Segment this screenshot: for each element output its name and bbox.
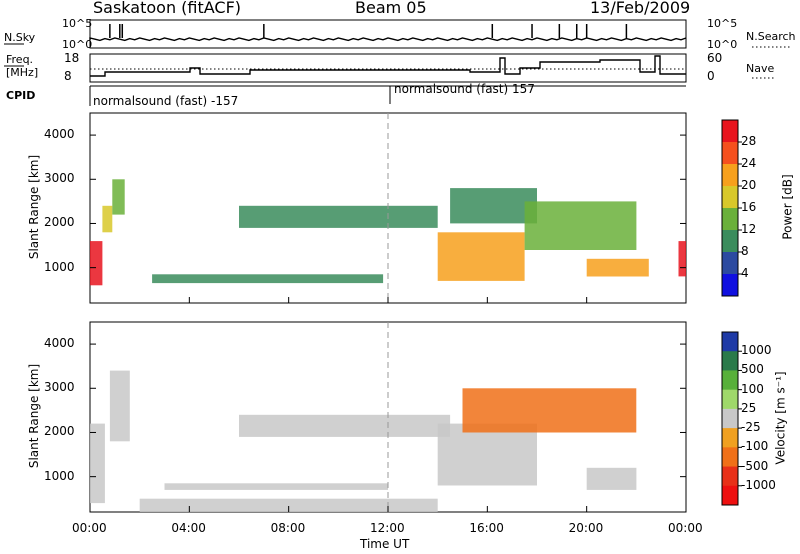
power-panel-cell-8 (586, 258, 649, 277)
freq-label: Freq. (6, 53, 34, 66)
freq-trace (90, 55, 686, 77)
velocity-colorbar-swatch-2 (722, 370, 738, 391)
power-colorbar-tick-label-6: 4 (741, 266, 749, 280)
power-colorbar-swatch-5 (722, 230, 738, 253)
noise-tick-high-right: 10^5 (707, 17, 738, 30)
power-panel-cell-0 (90, 241, 103, 286)
nave-label: Nave (746, 62, 775, 75)
power-panel-cell-6 (450, 188, 537, 224)
velocity-colorbar-swatch-5 (722, 428, 738, 448)
velocity-panel-cell-1 (109, 370, 130, 442)
power-colorbar-swatch-7 (722, 274, 738, 297)
velocity-colorbar-tick-label-4: -25 (741, 420, 761, 435)
velocity-colorbar-tick-label-2: 100 (741, 381, 764, 396)
power-colorbar-swatch-1 (722, 142, 738, 165)
velocity-colorbar-tick-label-1: 500 (741, 362, 764, 377)
power-panel-ytick-label-1: 2000 (44, 215, 75, 230)
noise-trace (89, 37, 687, 42)
velocity-panel-cell-4 (437, 423, 537, 486)
beam-title: Beam 05 (355, 0, 427, 17)
power-colorbar-tick-label-1: 24 (741, 156, 757, 170)
velocity-colorbar-tick-label-3: 25 (741, 400, 757, 415)
power-colorbar-swatch-3 (722, 186, 738, 209)
velocity-panel-ylabel: Slant Range [km] (27, 363, 42, 469)
power-panel-cell-1 (102, 205, 113, 233)
mhz-label: [MHz] (6, 66, 39, 79)
cpid-label: CPID (6, 89, 36, 102)
velocity-colorbar-swatch-3 (722, 389, 738, 410)
power-panel-ytick-label-2: 3000 (44, 171, 75, 186)
velocity-colorbar-frame (721, 331, 739, 506)
power-colorbar-tick-label-5: 8 (741, 244, 749, 258)
power-panel-cell-5 (437, 232, 525, 281)
nsky-label: N.Sky (4, 31, 36, 44)
power-colorbar-tick-label-3: 16 (741, 200, 757, 214)
xtick-label-0: 00:00 (72, 521, 107, 535)
velocity-colorbar-swatch-8 (722, 485, 738, 506)
noise-tick-low-left: 10^0 (62, 38, 93, 51)
velocity-panel-cell-2 (164, 483, 388, 490)
velocity-panel-cell-7 (139, 498, 438, 512)
velocity-colorbar-swatch-4 (722, 408, 738, 429)
x-axis-label: Time UT (360, 537, 410, 551)
xtick-label-5: 20:00 (568, 521, 604, 535)
xtick-label-1: 04:00 (171, 521, 206, 535)
power-panel-cell-9 (678, 241, 686, 277)
power-colorbar-tick-label-0: 28 (741, 134, 757, 148)
velocity-colorbar-swatch-7 (722, 466, 738, 487)
velocity-panel-ytick-label-0: 1000 (44, 468, 75, 483)
velocity-colorbar-swatch-6 (722, 447, 738, 468)
velocity-panel-ytick-label-3: 4000 (44, 336, 75, 351)
nave-tick-high: 60 (707, 51, 723, 65)
noise-panel (89, 19, 687, 49)
xtick-label-2: 08:00 (270, 521, 306, 535)
velocity-colorbar-tick-label-5: -100 (741, 439, 769, 454)
velocity-colorbar-tick-label-6: -500 (741, 458, 769, 473)
noise-tick-high-left: 10^5 (62, 17, 93, 30)
power-colorbar-tick-label-2: 20 (741, 178, 757, 192)
nsearch-label: N.Search (746, 30, 796, 43)
power-colorbar-swatch-0 (722, 120, 738, 143)
power-colorbar-swatch-6 (722, 252, 738, 275)
nave-tick-low: 0 (707, 69, 715, 83)
power-panel-ytick-label-0: 1000 (44, 259, 75, 274)
velocity-colorbar-swatch-0 (722, 332, 738, 352)
freq-panel (89, 53, 687, 83)
power-panel-cell-4 (239, 205, 438, 228)
velocity-panel-ytick-label-2: 3000 (44, 380, 75, 395)
xtick-label-6: 00:00 (668, 521, 703, 535)
velocity-panel-cell-0 (90, 423, 105, 504)
velocity-colorbar-label: Velocity [m s⁻¹] (773, 370, 788, 465)
power-panel-ytick-label-3: 4000 (44, 127, 75, 142)
velocity-colorbar-tick-label-0: 1000 (741, 343, 772, 358)
velocity-panel-cell-5 (462, 388, 637, 433)
velocity-colorbar-swatch-1 (722, 351, 738, 371)
cpid-1: normalsound (fast) -157 (93, 94, 239, 108)
cpid-2: normalsound (fast) 157 (394, 82, 535, 96)
velocity-panel-cell-6 (586, 467, 637, 490)
date-title: 13/Feb/2009 (590, 0, 691, 17)
noise-tick-low-right: 10^0 (707, 38, 738, 51)
freq-tick-high: 18 (64, 51, 80, 65)
power-colorbar-label: Power [dB] (780, 174, 795, 240)
xtick-label-3: 12:00 (370, 521, 405, 535)
velocity-panel-ytick-label-1: 2000 (44, 424, 75, 439)
velocity-panel-cell-3 (239, 414, 451, 437)
power-panel-cell-2 (112, 179, 125, 215)
xtick-label-4: 16:00 (469, 521, 504, 535)
velocity-colorbar-tick-label-7: -1000 (741, 477, 776, 492)
power-colorbar-swatch-2 (722, 164, 738, 187)
power-panel-ylabel: Slant Range [km] (27, 154, 42, 260)
power-colorbar-tick-label-4: 12 (741, 222, 757, 236)
power-panel-cell-3 (152, 274, 384, 284)
station-title: Saskatoon (fitACF) (93, 0, 242, 17)
power-colorbar-swatch-4 (722, 208, 738, 231)
power-panel-cell-7 (524, 201, 637, 250)
freq-tick-low: 8 (64, 69, 72, 83)
